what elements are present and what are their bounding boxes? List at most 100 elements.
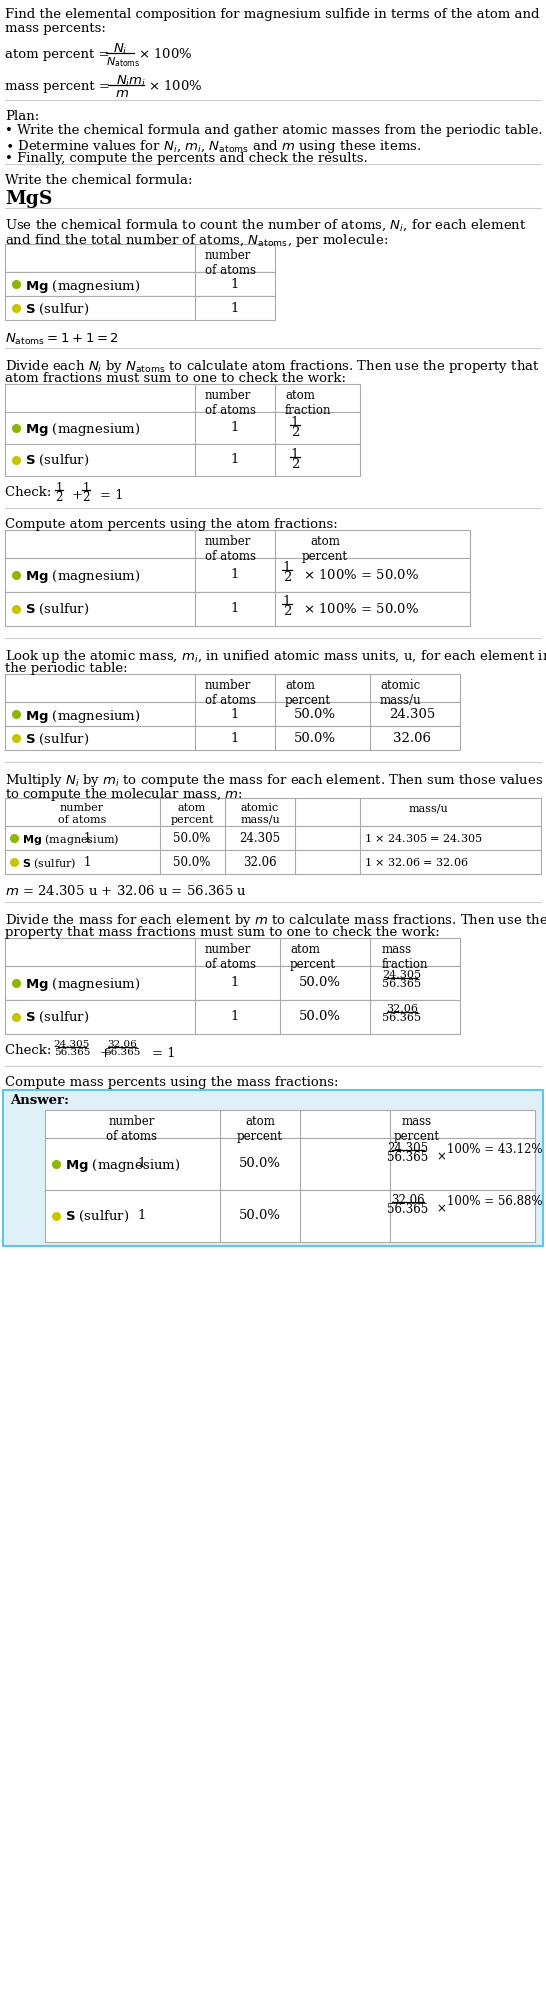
Text: 50.0%: 50.0% xyxy=(294,708,336,722)
Text: $\mathbf{S}$ (sulfur): $\mathbf{S}$ (sulfur) xyxy=(65,1208,129,1224)
Text: 50.0%: 50.0% xyxy=(239,1158,281,1170)
Bar xyxy=(5,726,460,750)
Text: 24.305: 24.305 xyxy=(388,1142,429,1156)
Text: 1: 1 xyxy=(138,1208,146,1222)
Text: 1: 1 xyxy=(231,732,239,746)
Text: 32.06: 32.06 xyxy=(107,1039,137,1049)
Text: Compute atom percents using the atom fractions:: Compute atom percents using the atom fra… xyxy=(5,519,338,531)
Bar xyxy=(5,444,360,476)
Text: atom
percent: atom percent xyxy=(302,535,348,563)
Text: mass percent =: mass percent = xyxy=(5,80,114,92)
Text: 1: 1 xyxy=(231,302,239,316)
Bar xyxy=(5,850,541,874)
Text: $\mathbf{S}$ (sulfur): $\mathbf{S}$ (sulfur) xyxy=(25,302,90,318)
Text: 56.365: 56.365 xyxy=(382,1013,422,1023)
Text: 1: 1 xyxy=(231,420,239,434)
Text: mass percents:: mass percents: xyxy=(5,22,106,34)
Text: 1: 1 xyxy=(231,569,239,581)
Text: $N_i m_i$: $N_i m_i$ xyxy=(116,74,146,88)
Text: $N_\mathsf{atoms} = 1 + 1 = 2$: $N_\mathsf{atoms} = 1 + 1 = 2$ xyxy=(5,332,119,348)
Text: • Finally, compute the percents and check the results.: • Finally, compute the percents and chec… xyxy=(5,153,368,165)
Bar xyxy=(5,939,460,967)
Text: 56.365: 56.365 xyxy=(387,1152,429,1164)
Text: +: + xyxy=(100,1047,111,1059)
Text: 2: 2 xyxy=(283,605,291,617)
Text: $\times$ 100% = 50.0%: $\times$ 100% = 50.0% xyxy=(303,569,419,583)
Text: $\mathbf{Mg}$ (magnesium): $\mathbf{Mg}$ (magnesium) xyxy=(25,977,141,993)
Text: 1: 1 xyxy=(231,1009,239,1023)
Bar xyxy=(5,826,541,850)
Text: = 1: = 1 xyxy=(152,1047,176,1059)
Bar xyxy=(5,673,460,701)
Text: $\mathbf{Mg}$ (magnesium): $\mathbf{Mg}$ (magnesium) xyxy=(22,832,120,846)
Text: atom
percent: atom percent xyxy=(170,804,213,824)
Text: 50.0%: 50.0% xyxy=(299,977,341,989)
Text: Write the chemical formula:: Write the chemical formula: xyxy=(5,175,193,187)
Text: 1: 1 xyxy=(283,595,291,607)
Text: $\mathbf{Mg}$ (magnesium): $\mathbf{Mg}$ (magnesium) xyxy=(25,708,141,726)
Text: $m$: $m$ xyxy=(115,86,129,100)
Text: Multiply $N_i$ by $m_i$ to compute the mass for each element. Then sum those val: Multiply $N_i$ by $m_i$ to compute the m… xyxy=(5,772,543,790)
Text: 50.0%: 50.0% xyxy=(173,856,211,868)
Text: 24.305: 24.305 xyxy=(382,971,422,981)
Bar xyxy=(3,1089,543,1246)
Text: 56.365: 56.365 xyxy=(387,1204,429,1216)
Bar xyxy=(5,295,275,320)
Text: atom percent =: atom percent = xyxy=(5,48,114,60)
Text: 56.365: 56.365 xyxy=(54,1047,90,1057)
Text: atom
percent: atom percent xyxy=(290,943,336,971)
Text: 50.0%: 50.0% xyxy=(173,832,211,844)
Text: $\times$ 100% = 50.0%: $\times$ 100% = 50.0% xyxy=(303,603,419,615)
Text: 32.06: 32.06 xyxy=(386,1005,418,1013)
Text: atomic
mass/u: atomic mass/u xyxy=(380,679,422,708)
Bar xyxy=(5,531,470,559)
Text: atom
percent: atom percent xyxy=(285,679,331,708)
Text: 1: 1 xyxy=(231,977,239,989)
Bar xyxy=(5,384,360,412)
Text: Find the elemental composition for magnesium sulfide in terms of the atom and: Find the elemental composition for magne… xyxy=(5,8,539,20)
Text: 2: 2 xyxy=(55,490,63,505)
Text: $\times$: $\times$ xyxy=(436,1150,446,1164)
Text: $N_\mathsf{atoms}$: $N_\mathsf{atoms}$ xyxy=(106,54,140,68)
Text: 50.0%: 50.0% xyxy=(299,1009,341,1023)
Text: 2: 2 xyxy=(291,458,299,470)
Text: 32.06: 32.06 xyxy=(243,856,277,868)
Text: 24.305: 24.305 xyxy=(389,708,435,722)
Bar xyxy=(5,798,541,826)
Bar xyxy=(5,593,470,625)
Text: +: + xyxy=(72,488,83,502)
Text: 50.0%: 50.0% xyxy=(294,732,336,746)
Text: mass/u: mass/u xyxy=(408,804,448,812)
Text: mass
fraction: mass fraction xyxy=(382,943,429,971)
Text: atom fractions must sum to one to check the work:: atom fractions must sum to one to check … xyxy=(5,372,346,386)
Text: 32.06: 32.06 xyxy=(393,732,431,746)
Text: Compute mass percents using the mass fractions:: Compute mass percents using the mass fra… xyxy=(5,1075,339,1089)
Text: 1: 1 xyxy=(291,416,299,428)
Text: mass
percent: mass percent xyxy=(394,1116,440,1144)
Text: $\mathbf{S}$ (sulfur): $\mathbf{S}$ (sulfur) xyxy=(22,856,76,870)
Text: number
of atoms: number of atoms xyxy=(205,390,256,416)
Text: 1: 1 xyxy=(231,708,239,722)
Text: $\mathbf{S}$ (sulfur): $\mathbf{S}$ (sulfur) xyxy=(25,1009,90,1025)
Text: number
of atoms: number of atoms xyxy=(58,804,106,824)
Text: 1 $\times$ 24.305 = 24.305: 1 $\times$ 24.305 = 24.305 xyxy=(364,832,483,844)
Text: 2: 2 xyxy=(291,426,299,438)
Text: 1: 1 xyxy=(84,856,91,868)
Text: = 1: = 1 xyxy=(100,488,123,502)
Bar xyxy=(5,559,470,593)
Text: 1: 1 xyxy=(82,482,90,494)
Text: $\mathbf{Mg}$ (magnesium): $\mathbf{Mg}$ (magnesium) xyxy=(25,569,141,585)
Bar xyxy=(45,1138,535,1190)
Text: 1: 1 xyxy=(84,832,91,844)
Text: $\times$ 100%: $\times$ 100% xyxy=(138,46,193,60)
Text: atom
fraction: atom fraction xyxy=(285,390,331,416)
Text: number
of atoms: number of atoms xyxy=(205,249,256,277)
Text: 100% = 56.88%: 100% = 56.88% xyxy=(447,1196,543,1208)
Text: $\mathbf{S}$ (sulfur): $\mathbf{S}$ (sulfur) xyxy=(25,452,90,468)
Bar xyxy=(5,967,460,1001)
Bar xyxy=(5,412,360,444)
Text: number
of atoms: number of atoms xyxy=(106,1116,157,1144)
Text: Divide each $N_i$ by $N_\mathsf{atoms}$ to calculate atom fractions. Then use th: Divide each $N_i$ by $N_\mathsf{atoms}$ … xyxy=(5,358,539,376)
Text: 1: 1 xyxy=(138,1158,146,1170)
Text: to compute the molecular mass, $m$:: to compute the molecular mass, $m$: xyxy=(5,786,242,804)
